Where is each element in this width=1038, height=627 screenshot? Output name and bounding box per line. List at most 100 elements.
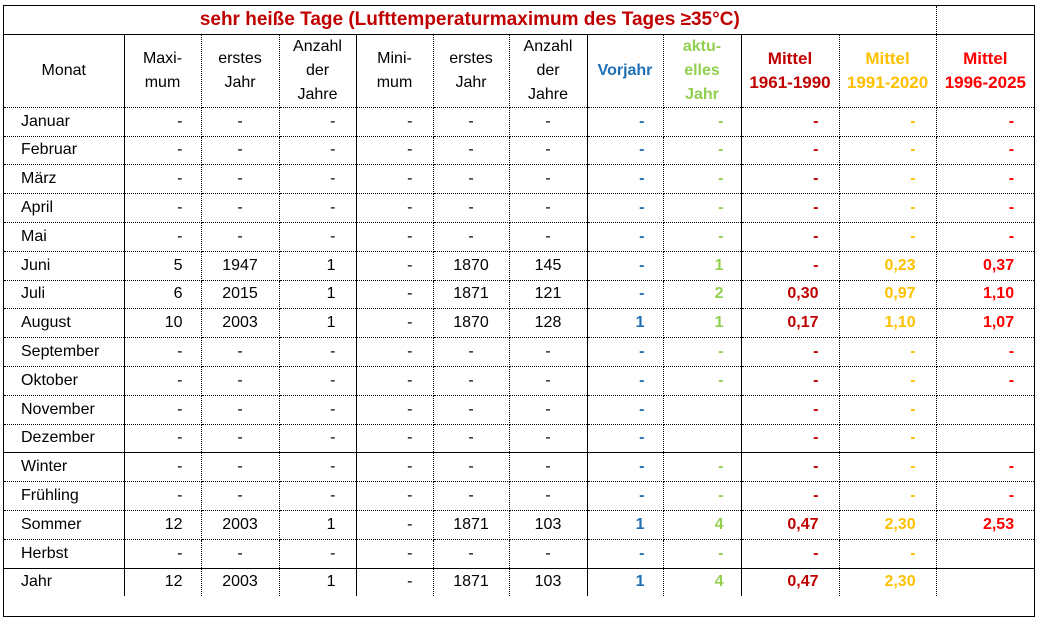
data-cell: 5 xyxy=(124,251,202,281)
data-cell: - xyxy=(936,136,1035,166)
data-cell: 1870 xyxy=(433,308,510,339)
data-cell xyxy=(936,539,1035,569)
data-cell: 1 xyxy=(279,308,357,339)
data-cell: - xyxy=(839,222,937,252)
header-cell: Mittel 1991-2020 xyxy=(839,34,937,108)
data-cell: - xyxy=(356,366,434,396)
data-cell: - xyxy=(124,366,202,396)
data-cell: - xyxy=(663,164,742,195)
data-cell: - xyxy=(433,107,510,137)
data-cell: - xyxy=(356,136,434,166)
data-cell: 0,37 xyxy=(936,251,1035,281)
data-cell: - xyxy=(509,424,588,454)
data-cell: - xyxy=(201,424,280,454)
data-cell: - xyxy=(741,539,840,569)
data-row: Juni 5 1947 1-1870 145-1-0,23 0,37 xyxy=(4,251,1035,281)
data-cell: - xyxy=(509,164,588,195)
data-cell: - xyxy=(124,481,202,511)
empty-cell xyxy=(936,6,1035,35)
data-cell: - xyxy=(741,395,840,425)
data-cell: - xyxy=(279,107,357,137)
row-label: März xyxy=(4,164,125,195)
data-cell: - xyxy=(201,366,280,396)
data-cell: - xyxy=(663,366,742,396)
data-cell: - xyxy=(356,539,434,569)
row-label: Oktober xyxy=(4,366,125,396)
data-cell: - xyxy=(201,452,280,483)
header-cell: Monat xyxy=(4,34,125,108)
data-cell: - xyxy=(356,424,434,454)
data-cell: - xyxy=(201,193,280,223)
header-line: mum xyxy=(376,73,413,91)
data-cell: - xyxy=(839,539,937,569)
data-cell: 2003 xyxy=(201,308,280,339)
data-cell: 0,17 xyxy=(741,308,840,339)
header-line: Anzahl xyxy=(293,37,342,55)
header-cell: Mittel 1961-1990 xyxy=(741,34,840,108)
data-cell: - xyxy=(741,251,840,281)
data-cell: - xyxy=(509,136,588,166)
data-cell: - xyxy=(587,107,664,137)
data-cell: - xyxy=(663,481,742,511)
data-cell: - xyxy=(663,193,742,223)
data-cell: - xyxy=(124,222,202,252)
data-cell: - xyxy=(936,452,1035,483)
header-line: mum xyxy=(144,73,181,91)
data-cell: - xyxy=(587,366,664,396)
header-line: erstes xyxy=(218,49,262,67)
data-cell: - xyxy=(433,452,510,483)
data-cell: 121 xyxy=(509,280,588,310)
data-cell: - xyxy=(509,222,588,252)
data-cell: - xyxy=(279,136,357,166)
data-cell: - xyxy=(587,539,664,569)
data-cell: - xyxy=(356,107,434,137)
data-cell: - xyxy=(839,136,937,166)
row-label: September xyxy=(4,337,125,367)
header-line: Jahr xyxy=(224,73,256,91)
row-label: Januar xyxy=(4,107,125,137)
data-cell: - xyxy=(279,222,357,252)
data-cell: - xyxy=(433,395,510,425)
data-cell: - xyxy=(433,164,510,195)
header-cell: erstes Jahr xyxy=(201,34,280,108)
data-cell: - xyxy=(587,251,664,281)
header-line: erstes xyxy=(449,49,493,67)
data-cell: - xyxy=(433,539,510,569)
data-cell: - xyxy=(201,164,280,195)
data-cell: - xyxy=(663,539,742,569)
header-line: Anzahl xyxy=(523,37,573,55)
data-cell: - xyxy=(839,164,937,195)
row-label: August xyxy=(4,308,125,339)
data-row: Sommer 12 2003 1-1871 103 1 4 0,47 2,30 2,53 xyxy=(4,510,1035,540)
data-cell: - xyxy=(279,539,357,569)
header-line: Jahre xyxy=(527,85,569,103)
row-label: Jahr xyxy=(4,568,125,597)
data-cell: - xyxy=(587,337,664,367)
header-line: Mittel xyxy=(963,48,1008,68)
header-line: Jahr xyxy=(685,85,719,103)
data-cell: - xyxy=(587,164,664,195)
data-cell: - xyxy=(663,452,742,483)
data-cell: 1,10 xyxy=(839,308,937,339)
row-label: Juli xyxy=(4,280,125,310)
data-row: Dezember - - - - - - - - - xyxy=(4,424,1035,454)
data-cell: - xyxy=(279,481,357,511)
data-cell: 0,23 xyxy=(839,251,937,281)
data-cell: - xyxy=(279,424,357,454)
data-cell: - xyxy=(201,539,280,569)
header-line: Vorjahr xyxy=(597,61,653,79)
data-cell: - xyxy=(741,452,840,483)
row-label: Frühling xyxy=(4,481,125,511)
data-cell: 1 xyxy=(279,510,357,540)
header-line: 1996-2025 xyxy=(944,72,1026,92)
data-cell: - xyxy=(356,337,434,367)
data-cell: - xyxy=(741,481,840,511)
data-cell: - xyxy=(587,395,664,425)
data-cell: 103 xyxy=(509,568,588,597)
data-cell: 4 xyxy=(663,510,742,540)
header-line: elles xyxy=(684,61,720,79)
data-cell: 0,47 xyxy=(741,568,840,597)
data-cell: - xyxy=(201,481,280,511)
data-cell: - xyxy=(741,136,840,166)
data-row: Oktober - - - - - - - - - - - xyxy=(4,366,1035,396)
